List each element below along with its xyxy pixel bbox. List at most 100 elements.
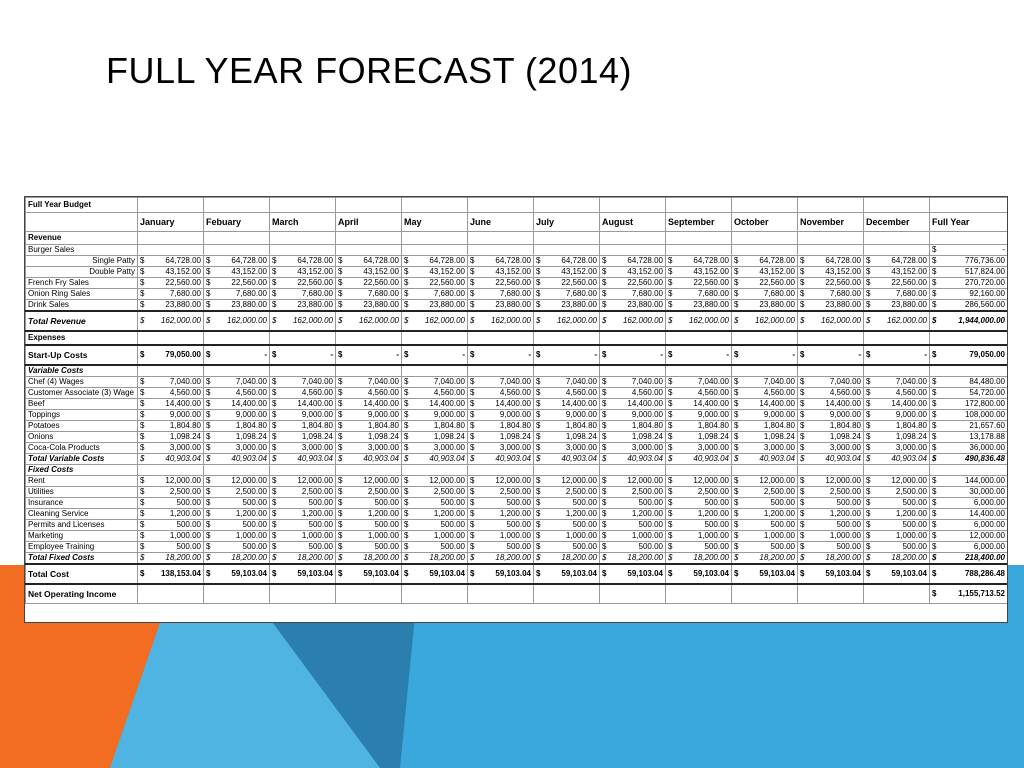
month-value: $3,000.00 xyxy=(665,442,732,454)
cell-value: 1,098.24 xyxy=(631,432,663,442)
currency-symbol: $ xyxy=(668,487,673,497)
cell-value: 6,000.00 xyxy=(973,520,1005,530)
month-value xyxy=(203,583,270,604)
cell-value: 500.00 xyxy=(770,542,795,552)
currency-symbol: $ xyxy=(866,509,871,519)
cell-value: 40,903.04 xyxy=(297,454,333,464)
month-value: $500.00 xyxy=(137,519,204,531)
cell-value: 22,560.00 xyxy=(297,278,333,288)
cell-value: 22,560.00 xyxy=(495,278,531,288)
month-value: $1,098.24 xyxy=(137,431,204,443)
cell-value: 12,000.00 xyxy=(969,531,1005,541)
empty-cell xyxy=(665,464,732,476)
cell-value: - xyxy=(726,350,729,359)
cell-value: 1,804.80 xyxy=(499,421,531,431)
month-value: $43,152.00 xyxy=(665,266,732,278)
currency-symbol: $ xyxy=(536,256,541,266)
empty-cell xyxy=(401,197,468,213)
cell-value: 2,500.00 xyxy=(565,487,597,497)
cell-value: 40,903.04 xyxy=(495,454,531,464)
currency-symbol: $ xyxy=(866,542,871,552)
month-value xyxy=(467,583,534,604)
cell-value: 22,560.00 xyxy=(759,278,795,288)
row-label: Total Fixed Costs xyxy=(25,552,138,565)
month-value: $7,680.00 xyxy=(797,288,864,300)
month-value: $1,804.80 xyxy=(401,420,468,432)
currency-symbol: $ xyxy=(272,256,277,266)
month-header: December xyxy=(863,212,930,232)
currency-symbol: $ xyxy=(800,278,805,288)
currency-symbol: $ xyxy=(866,289,871,299)
cell-value: 4,560.00 xyxy=(631,388,663,398)
month-value: $3,000.00 xyxy=(137,442,204,454)
month-value: $14,400.00 xyxy=(269,398,336,410)
currency-symbol: $ xyxy=(800,421,805,431)
cell-value: 1,804.80 xyxy=(565,421,597,431)
currency-symbol: $ xyxy=(800,267,805,277)
currency-symbol: $ xyxy=(536,388,541,398)
month-value: $7,680.00 xyxy=(269,288,336,300)
month-value: $7,040.00 xyxy=(467,376,534,388)
month-header: January xyxy=(137,212,204,232)
currency-symbol: $ xyxy=(800,487,805,497)
cell-value: 3,000.00 xyxy=(169,443,201,453)
cell-value: 22,560.00 xyxy=(363,278,399,288)
month-value: $18,200.00 xyxy=(401,552,468,565)
cell-value: 162,000.00 xyxy=(490,316,531,325)
currency-symbol: $ xyxy=(338,388,343,398)
currency-symbol: $ xyxy=(668,542,673,552)
currency-symbol: $ xyxy=(536,432,541,442)
row-label: Net Operating Income xyxy=(25,583,138,604)
empty-cell xyxy=(137,364,204,377)
cell-value: 22,560.00 xyxy=(429,278,465,288)
month-value: $7,040.00 xyxy=(203,376,270,388)
empty-cell xyxy=(335,197,402,213)
cell-value: 9,000.00 xyxy=(433,410,465,420)
cell-value: 18,200.00 xyxy=(693,553,729,562)
month-value: $9,000.00 xyxy=(203,409,270,421)
month-value: $1,804.80 xyxy=(863,420,930,432)
cell-value: 1,098.24 xyxy=(367,432,399,442)
month-value: $2,500.00 xyxy=(269,486,336,498)
cell-value: 3,000.00 xyxy=(631,443,663,453)
row-label: Employee Training xyxy=(25,541,138,553)
row-label: Toppings xyxy=(25,409,138,421)
month-value: $500.00 xyxy=(533,541,600,553)
cell-value: 7,040.00 xyxy=(433,377,465,387)
cell-value: 14,400.00 xyxy=(693,399,729,409)
month-value: $500.00 xyxy=(137,497,204,509)
month-value: $23,880.00 xyxy=(863,299,930,312)
currency-symbol: $ xyxy=(932,487,937,497)
table-row: Burger Sales $ - xyxy=(25,244,1007,256)
cell-value: 14,400.00 xyxy=(297,399,333,409)
currency-symbol: $ xyxy=(536,487,541,497)
currency-symbol: $ xyxy=(932,443,937,453)
month-value: $9,000.00 xyxy=(665,409,732,421)
currency-symbol: $ xyxy=(338,531,343,541)
currency-symbol: $ xyxy=(866,487,871,497)
currency-symbol: $ xyxy=(932,316,937,325)
month-value: $500.00 xyxy=(665,497,732,509)
cell-value: 3,000.00 xyxy=(895,443,927,453)
empty-cell xyxy=(599,464,666,476)
currency-symbol: $ xyxy=(206,531,211,541)
empty-cell xyxy=(401,464,468,476)
cell-value: 12,000.00 xyxy=(231,476,267,486)
currency-symbol: $ xyxy=(206,443,211,453)
currency-symbol: $ xyxy=(206,487,211,497)
cell-value: 1,000.00 xyxy=(301,531,333,541)
currency-symbol: $ xyxy=(206,432,211,442)
currency-symbol: $ xyxy=(668,388,673,398)
month-value: $22,560.00 xyxy=(731,277,798,289)
month-value: $18,200.00 xyxy=(797,552,864,565)
month-value: $ - xyxy=(467,344,534,366)
currency-symbol: $ xyxy=(602,520,607,530)
cell-value: - xyxy=(330,350,333,359)
month-value: $7,040.00 xyxy=(797,376,864,388)
cell-value: 12,000.00 xyxy=(891,476,927,486)
cell-value: 4,560.00 xyxy=(169,388,201,398)
cell-value: 162,000.00 xyxy=(886,316,927,325)
currency-symbol: $ xyxy=(734,432,739,442)
month-value: $18,200.00 xyxy=(533,552,600,565)
currency-symbol: $ xyxy=(668,316,673,325)
